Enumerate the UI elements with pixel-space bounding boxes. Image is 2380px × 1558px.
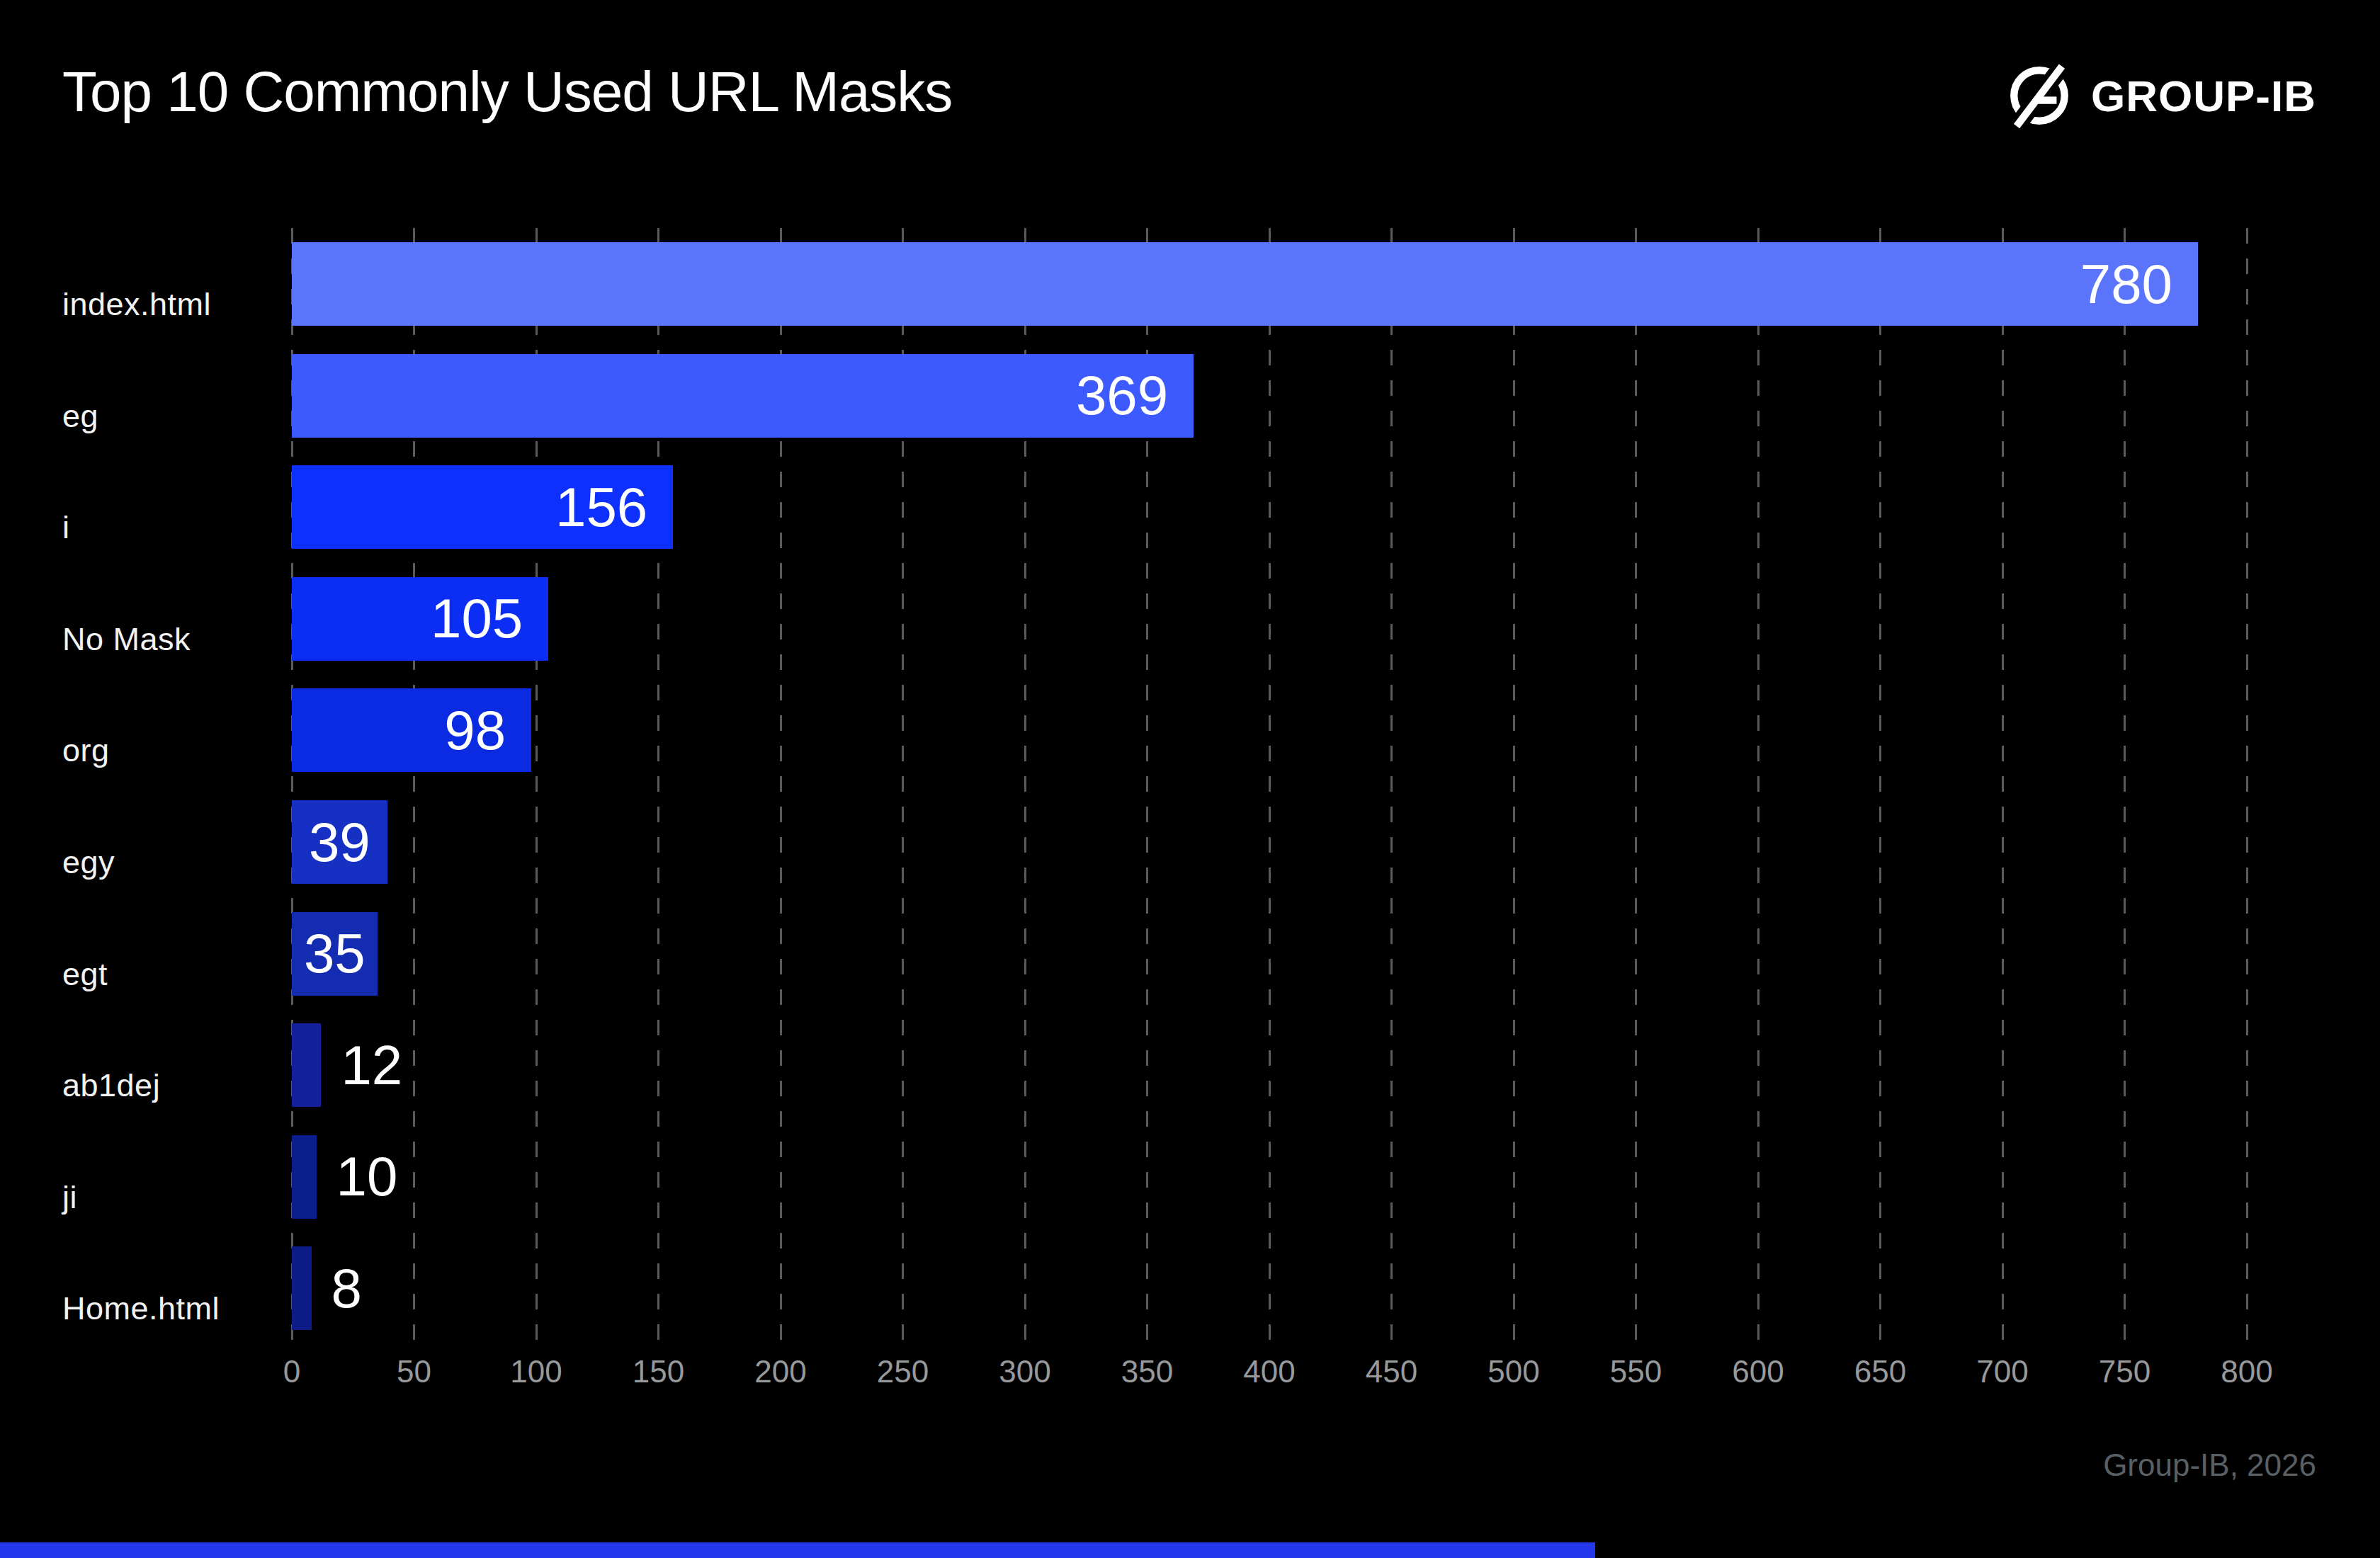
x-tick-label: 300 (954, 1354, 1096, 1389)
x-tick-label: 500 (1443, 1354, 1585, 1389)
bar-value-label: 105 (292, 577, 548, 661)
x-tick-label: 750 (2054, 1354, 2196, 1389)
category-label: No Mask (62, 621, 289, 658)
accent-strip (0, 1542, 1595, 1558)
category-label: egt (62, 956, 289, 993)
x-tick-label: 50 (344, 1354, 485, 1389)
bar-value-label: 8 (332, 1246, 362, 1330)
gridline (1635, 228, 1637, 1342)
bar-value-label: 369 (292, 354, 1194, 438)
category-label: eg (62, 398, 289, 435)
gridline (1513, 228, 1515, 1342)
bar: 98 (292, 688, 531, 772)
x-tick-label: 700 (1932, 1354, 2073, 1389)
x-tick-label: 250 (832, 1354, 974, 1389)
bar: 39 (292, 800, 387, 884)
bar-value-label: 156 (292, 465, 673, 549)
x-tick-label: 650 (1810, 1354, 1951, 1389)
x-tick-label: 350 (1077, 1354, 1218, 1389)
x-tick-label: 200 (710, 1354, 851, 1389)
x-tick-label: 400 (1198, 1354, 1340, 1389)
bar-value-label: 98 (292, 688, 531, 772)
bar (292, 1135, 317, 1219)
gridline (1390, 228, 1393, 1342)
gridline (2246, 228, 2248, 1342)
category-label: ji (62, 1179, 289, 1216)
x-tick-label: 600 (1687, 1354, 1829, 1389)
category-label: index.html (62, 286, 289, 323)
bar-value-label: 10 (336, 1135, 398, 1219)
bar: 369 (292, 354, 1194, 438)
bar: 35 (292, 912, 378, 996)
x-tick-label: 0 (221, 1354, 363, 1389)
bar-value-label: 12 (341, 1023, 402, 1107)
gridline (2002, 228, 2004, 1342)
source-note: Group-IB, 2026 (2103, 1448, 2316, 1483)
bar: 156 (292, 465, 673, 549)
gridline (1269, 228, 1271, 1342)
bar-value-label: 35 (292, 912, 378, 996)
category-label: Home.html (62, 1290, 289, 1327)
bar: 780 (292, 242, 2198, 326)
category-label: org (62, 732, 289, 769)
category-label: i (62, 509, 289, 546)
bar-value-label: 780 (292, 242, 2198, 326)
bar-chart: 0501001502002503003504004505005506006507… (0, 0, 2380, 1558)
x-tick-label: 550 (1565, 1354, 1707, 1389)
category-label: egy (62, 844, 289, 881)
category-label: ab1dej (62, 1067, 289, 1104)
x-tick-label: 450 (1321, 1354, 1463, 1389)
gridline (1879, 228, 1881, 1342)
gridline (2124, 228, 2126, 1342)
x-tick-label: 100 (465, 1354, 607, 1389)
bar (292, 1246, 312, 1330)
gridline (1757, 228, 1760, 1342)
bar (292, 1023, 321, 1107)
x-tick-label: 150 (588, 1354, 730, 1389)
bar: 105 (292, 577, 548, 661)
bar-value-label: 39 (292, 800, 387, 884)
x-tick-label: 800 (2176, 1354, 2318, 1389)
